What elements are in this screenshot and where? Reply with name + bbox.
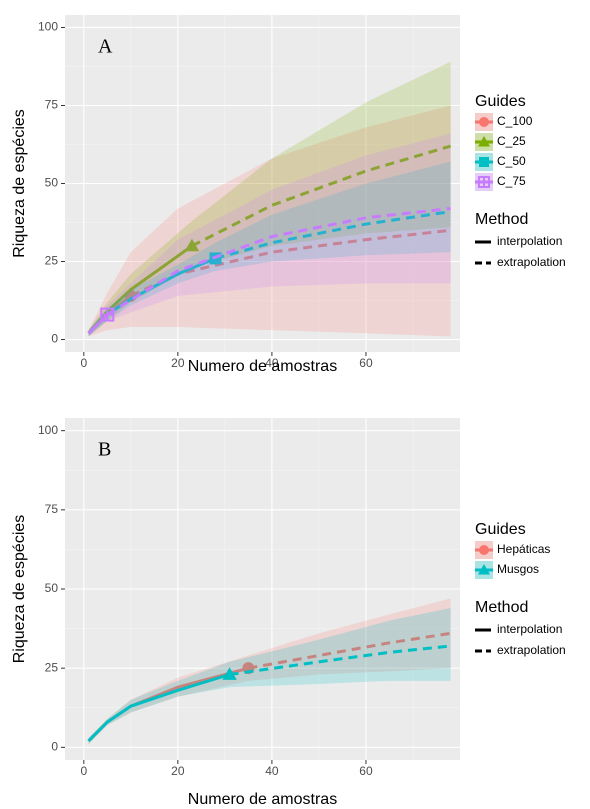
legend-item: C_25 [475, 133, 526, 151]
y-tick-label: 50 [45, 581, 59, 595]
interpolation-line [87, 673, 231, 743]
extrapolation-line [229, 644, 451, 676]
extrapolation-line [215, 210, 451, 260]
y-tick-label: 0 [51, 332, 58, 346]
marker-shape [479, 117, 489, 127]
legend-label: C_50 [497, 154, 526, 168]
extrapolation-line [248, 631, 451, 670]
confidence-band [88, 598, 451, 745]
marker-shape [184, 238, 200, 252]
x-tick-label: 20 [171, 356, 185, 370]
panel: 0 25 50 75 100 0 20 40 60 A Numero de amostras Riqu… [11, 15, 566, 375]
legend-label: C_75 [497, 174, 526, 188]
legend-label: Musgos [497, 562, 539, 576]
legend-item: C_75 [475, 173, 526, 191]
extrapolation-line [191, 144, 452, 248]
marker [479, 117, 489, 127]
confidence-band [88, 105, 451, 337]
legend-label: interpolation [497, 234, 562, 248]
legend-title: Method [475, 599, 528, 616]
plot-area [87, 598, 451, 745]
confidence-band [88, 608, 451, 745]
legend-title: Guides [475, 93, 526, 110]
marker [478, 564, 490, 575]
marker-shape [101, 308, 114, 321]
legend-item: Musgos [475, 561, 539, 579]
y-tick-label: 100 [38, 20, 58, 34]
extrapolation-line [106, 206, 451, 316]
x-tick-label: 60 [359, 764, 373, 778]
legend-label: extrapolation [497, 643, 566, 657]
y-tick-label: 75 [45, 502, 59, 516]
panel-label: A [98, 36, 113, 58]
marker [222, 667, 237, 680]
marker-shape [479, 157, 489, 167]
marker-shape [479, 545, 489, 555]
marker [100, 307, 115, 322]
x-tick-label: 0 [80, 356, 87, 370]
marker [184, 238, 200, 252]
interpolation-line [87, 313, 109, 335]
marker-shape [479, 177, 489, 187]
legend-item: Hepáticas [475, 541, 550, 559]
legend-title: Guides [475, 521, 526, 538]
x-tick-label: 60 [359, 356, 373, 370]
y-tick-label: 25 [45, 254, 59, 268]
legend-label: C_100 [497, 114, 533, 128]
confidence-band [88, 61, 451, 337]
legend-label: Hepáticas [497, 542, 550, 556]
marker-shape [478, 136, 490, 147]
x-tick-label: 0 [80, 764, 87, 778]
y-tick-label: 0 [51, 740, 58, 754]
panel-label: B [98, 439, 111, 461]
marker [479, 157, 489, 167]
marker [478, 136, 490, 147]
legend-title: Method [475, 211, 528, 228]
x-axis-title: Numero de amostras [188, 791, 337, 808]
marker-shape [478, 564, 490, 575]
x-tick-label: 20 [171, 764, 185, 778]
confidence-band [88, 133, 451, 337]
legend-label: C_25 [497, 134, 526, 148]
plot-area [87, 61, 452, 337]
y-tick-label: 75 [45, 98, 59, 112]
confidence-band [88, 161, 451, 337]
y-axis-title: Riqueza de espécies [11, 109, 28, 258]
x-tick-label: 40 [265, 764, 279, 778]
legend-label: extrapolation [497, 255, 566, 269]
legend-item: C_100 [475, 113, 533, 131]
y-tick-label: 100 [38, 423, 58, 437]
legend-label: interpolation [497, 622, 562, 636]
panel: 0 25 50 75 100 0 20 40 60 B Numero de amostras Riqu… [11, 418, 566, 808]
y-tick-label: 25 [45, 660, 59, 674]
y-tick-label: 50 [45, 176, 59, 190]
x-axis-title: Numero de amostras [188, 358, 337, 375]
marker [479, 545, 489, 555]
marker-shape [222, 667, 237, 680]
y-axis-title: Riqueza de espécies [11, 515, 28, 664]
legend-item: C_50 [475, 153, 526, 171]
marker [478, 176, 490, 188]
x-tick-label: 40 [265, 356, 279, 370]
